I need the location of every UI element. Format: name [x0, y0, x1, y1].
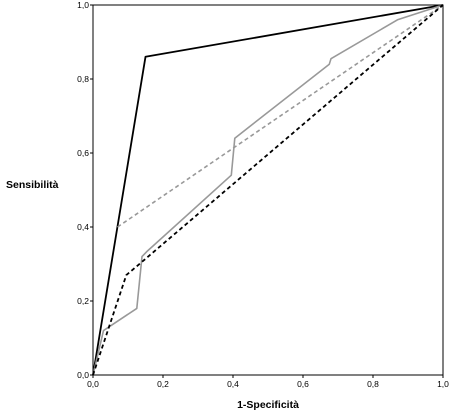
y-tick-label: 0,4: [77, 222, 89, 232]
x-tick-label: 0,4: [227, 379, 239, 389]
y-tick-label: 1,0: [77, 0, 89, 10]
x-axis-label: 1-Specificità: [237, 399, 299, 411]
y-tick-label: 0,8: [77, 74, 89, 84]
x-tick-label: 0,8: [367, 379, 379, 389]
x-tick-label: 0,2: [157, 379, 169, 389]
y-tick-label: 0,2: [77, 296, 89, 306]
roc-series-line-3: [117, 4, 444, 228]
x-tick-label: 0,0: [87, 379, 99, 389]
x-tick-label: 1,0: [437, 379, 449, 389]
roc-series-line-1: [92, 4, 444, 376]
y-axis-label: Sensibilità: [6, 179, 59, 191]
plot-frame: [92, 4, 444, 376]
y-tick-label: 0,0: [77, 370, 89, 380]
y-tick-label: 0,6: [77, 148, 89, 158]
x-tick-label: 0,6: [297, 379, 309, 389]
roc-series-line-2: [92, 4, 444, 376]
roc-series-line-4: [92, 4, 444, 376]
